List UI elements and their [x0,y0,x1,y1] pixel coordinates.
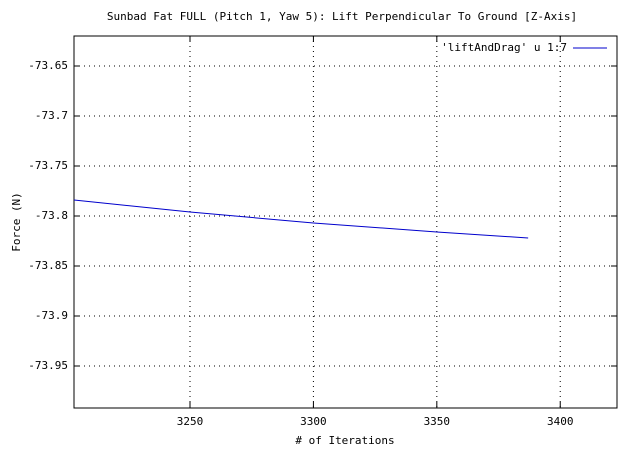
x-tick-label: 3300 [300,415,327,428]
y-tick-label: -73.65 [28,59,68,72]
y-tick-label: -73.85 [28,259,68,272]
y-tick-label: -73.75 [28,159,68,172]
y-tick-label: -73.7 [35,109,68,122]
plot-frame [73,35,618,409]
data-line [73,199,529,239]
y-axis-label: Force (N) [10,192,23,252]
x-tick-label: 3400 [547,415,574,428]
chart-title: Sunbad Fat FULL (Pitch 1, Yaw 5): Lift P… [107,10,577,23]
y-tick-label: -73.95 [28,359,68,372]
legend-label: 'liftAndDrag' u 1:7 [441,41,567,54]
y-tick-label: -73.9 [35,309,68,322]
x-tick-label: 3350 [424,415,451,428]
y-tick-label: -73.8 [35,209,68,222]
x-tick-label: 3250 [177,415,204,428]
x-axis-label: # of Iterations [295,434,394,447]
